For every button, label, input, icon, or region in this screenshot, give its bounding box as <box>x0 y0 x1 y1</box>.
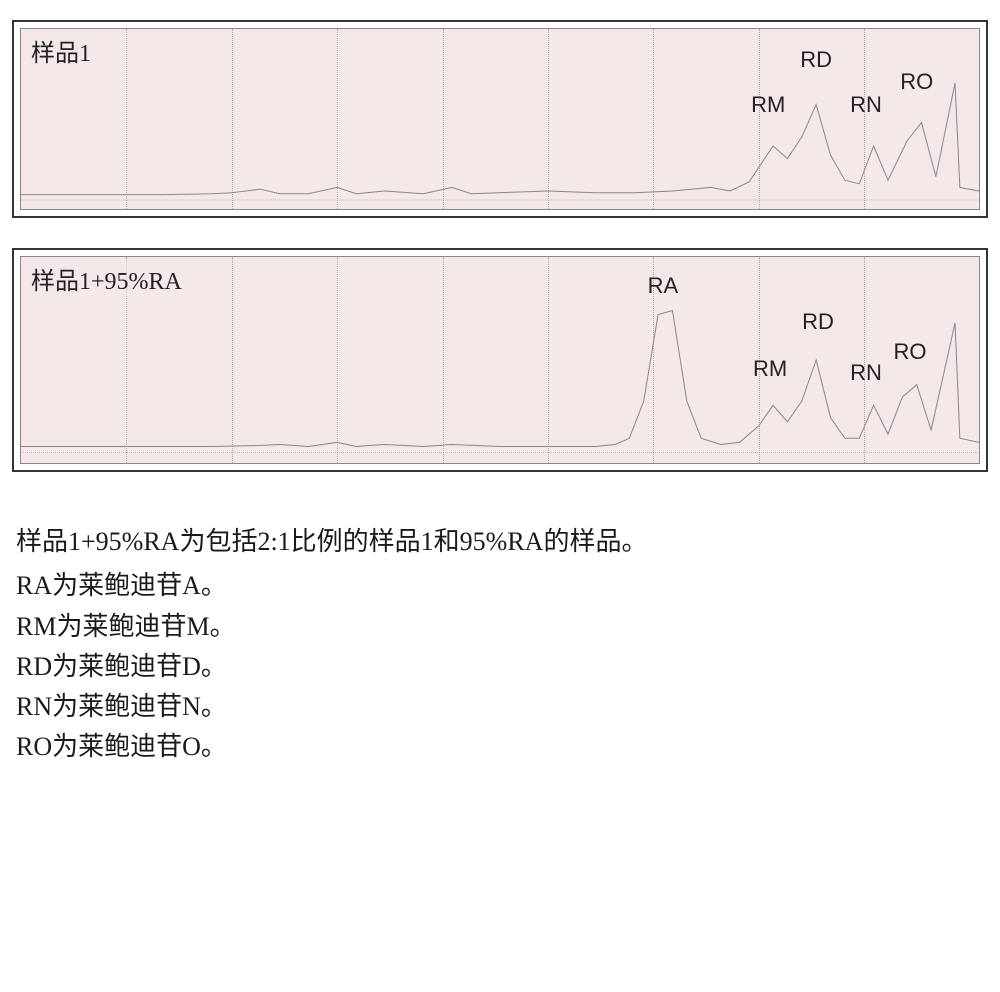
peak-label: RD <box>800 47 832 73</box>
chart-trace-svg <box>21 29 979 209</box>
legend-line: RA为莱鲍迪苷A。 <box>16 566 988 606</box>
legend-line: RN为莱鲍迪苷N。 <box>16 687 988 727</box>
legend-line: RD为莱鲍迪苷D。 <box>16 647 988 687</box>
chart2: 样品1+95%RA RA RM RD RN RO <box>20 256 980 464</box>
chart2-container: 样品1+95%RA RA RM RD RN RO <box>12 248 988 472</box>
peak-label: RN <box>850 360 882 386</box>
peak-label: RN <box>850 92 882 118</box>
chart2-title: 样品1+95%RA <box>29 261 184 296</box>
legend-line: RO为莱鲍迪苷O。 <box>16 727 988 767</box>
peak-label: RA <box>648 273 679 299</box>
peak-label: RM <box>753 356 787 382</box>
chart1-container: 样品1 RM RD RN RO <box>12 20 988 218</box>
legend-block: 样品1+95%RA为包括2:1比例的样品1和95%RA的样品。 RA为莱鲍迪苷A… <box>12 522 988 768</box>
peak-label: RO <box>894 339 927 365</box>
chart1: 样品1 RM RD RN RO <box>20 28 980 210</box>
peak-label: RO <box>900 69 933 95</box>
chart1-title: 样品1 <box>29 33 93 68</box>
legend-line: 样品1+95%RA为包括2:1比例的样品1和95%RA的样品。 <box>16 522 988 562</box>
peak-label: RM <box>751 92 785 118</box>
legend-line: RM为莱鲍迪苷M。 <box>16 607 988 647</box>
peak-label: RD <box>802 309 834 335</box>
